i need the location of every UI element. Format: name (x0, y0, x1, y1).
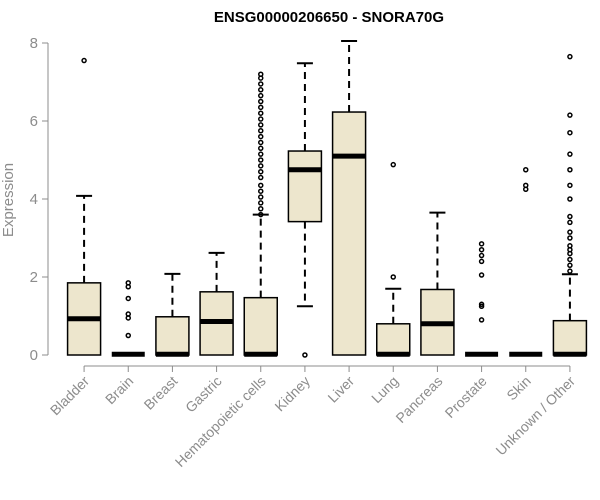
outlier-point (258, 206, 264, 212)
chart-title: ENSG00000206650 - SNORA70G (214, 9, 444, 26)
outlier-point (523, 167, 529, 173)
outlier-point (567, 182, 573, 189)
outlier-point (302, 352, 308, 358)
outlier-point (478, 317, 485, 323)
outlier-point (567, 219, 573, 226)
outlier-point (258, 98, 264, 105)
y-tick-label: 4 (30, 191, 38, 208)
outlier-point (567, 235, 573, 241)
outlier-point (258, 92, 264, 99)
box-unknown-other (552, 53, 588, 357)
box-pancreas (420, 211, 455, 356)
x-tick-label: Kidney (271, 373, 313, 415)
outlier-point (478, 252, 485, 259)
outlier-point (258, 194, 264, 200)
outlier-point (523, 182, 529, 189)
outlier-point (125, 295, 131, 302)
box-hematopoietic-cells (243, 71, 278, 357)
outlier-point (258, 163, 264, 169)
outlier-point (258, 81, 264, 87)
outlier-point (258, 87, 264, 93)
outlier-point (258, 200, 264, 206)
outlier-point (567, 151, 573, 157)
y-axis: 0 2 4 6 8 (30, 35, 49, 364)
outlier-point (125, 280, 131, 286)
outlier-point (258, 145, 264, 152)
box-brain (111, 280, 145, 357)
outlier-point (125, 311, 131, 317)
outlier-point (478, 301, 485, 308)
outlier-point (567, 256, 573, 263)
outlier-point (258, 211, 264, 218)
box-skin (509, 167, 543, 357)
iqr-box (376, 323, 411, 356)
outlier-point (478, 272, 485, 278)
outlier-point (478, 241, 485, 247)
iqr-box (243, 296, 278, 356)
boxes-group (66, 40, 588, 358)
iqr-box (331, 111, 367, 356)
x-tick-label: Breast (141, 373, 181, 413)
outlier-point (258, 128, 264, 134)
outlier-point (258, 182, 264, 189)
outlier-point (258, 104, 264, 111)
iqr-box (552, 319, 588, 356)
outlier-point (258, 188, 264, 194)
iqr-box (287, 150, 323, 223)
box-kidney (287, 62, 323, 358)
outlier-point (478, 246, 485, 253)
x-tick-label: Bladder (47, 373, 93, 419)
outlier-point (567, 53, 573, 60)
y-axis-label: Expression (0, 163, 17, 237)
outlier-point (81, 57, 87, 64)
outlier-point (258, 151, 264, 157)
box-bladder (66, 57, 102, 356)
box-lung (376, 161, 411, 357)
box-breast (155, 272, 190, 357)
x-tick-label: Unknown / Other (492, 373, 578, 459)
x-tick-label: Skin (503, 373, 534, 404)
outlier-point (258, 174, 264, 181)
y-tick-label: 0 (30, 347, 38, 364)
outlier-point (258, 168, 264, 175)
outlier-point (567, 243, 573, 249)
outlier-point (390, 274, 396, 280)
iqr-box (155, 316, 190, 356)
outlier-point (125, 332, 131, 339)
outlier-point (567, 112, 573, 118)
outlier-point (567, 268, 573, 274)
outlier-point (567, 167, 573, 173)
outlier-point (258, 139, 264, 146)
box-prostate (465, 241, 499, 357)
outlier-point (258, 133, 264, 140)
outlier-point (567, 196, 573, 202)
x-tick-label: Lung (368, 373, 401, 406)
outlier-point (258, 157, 264, 163)
x-tick-label: Prostate (442, 373, 490, 421)
y-tick-label: 2 (30, 269, 38, 286)
outlier-point (478, 258, 485, 265)
outlier-point (567, 129, 573, 136)
y-tick-label: 6 (30, 113, 38, 130)
outlier-point (567, 213, 573, 220)
outlier-point (258, 122, 264, 128)
box-liver (331, 40, 367, 356)
x-tick-label: Gastric (182, 373, 225, 416)
outlier-point (478, 303, 485, 309)
x-tick-label: Pancreas (392, 373, 445, 426)
x-tick-label: Liver (324, 373, 357, 406)
outlier-point (258, 71, 264, 77)
box-gastric (199, 251, 234, 356)
outlier-point (258, 110, 264, 116)
outlier-point (567, 229, 573, 235)
outlier-point (258, 116, 264, 122)
outlier-point (567, 262, 573, 269)
outlier-point (390, 161, 396, 168)
y-tick-label: 8 (30, 35, 38, 52)
x-tick-label: Brain (102, 373, 136, 407)
